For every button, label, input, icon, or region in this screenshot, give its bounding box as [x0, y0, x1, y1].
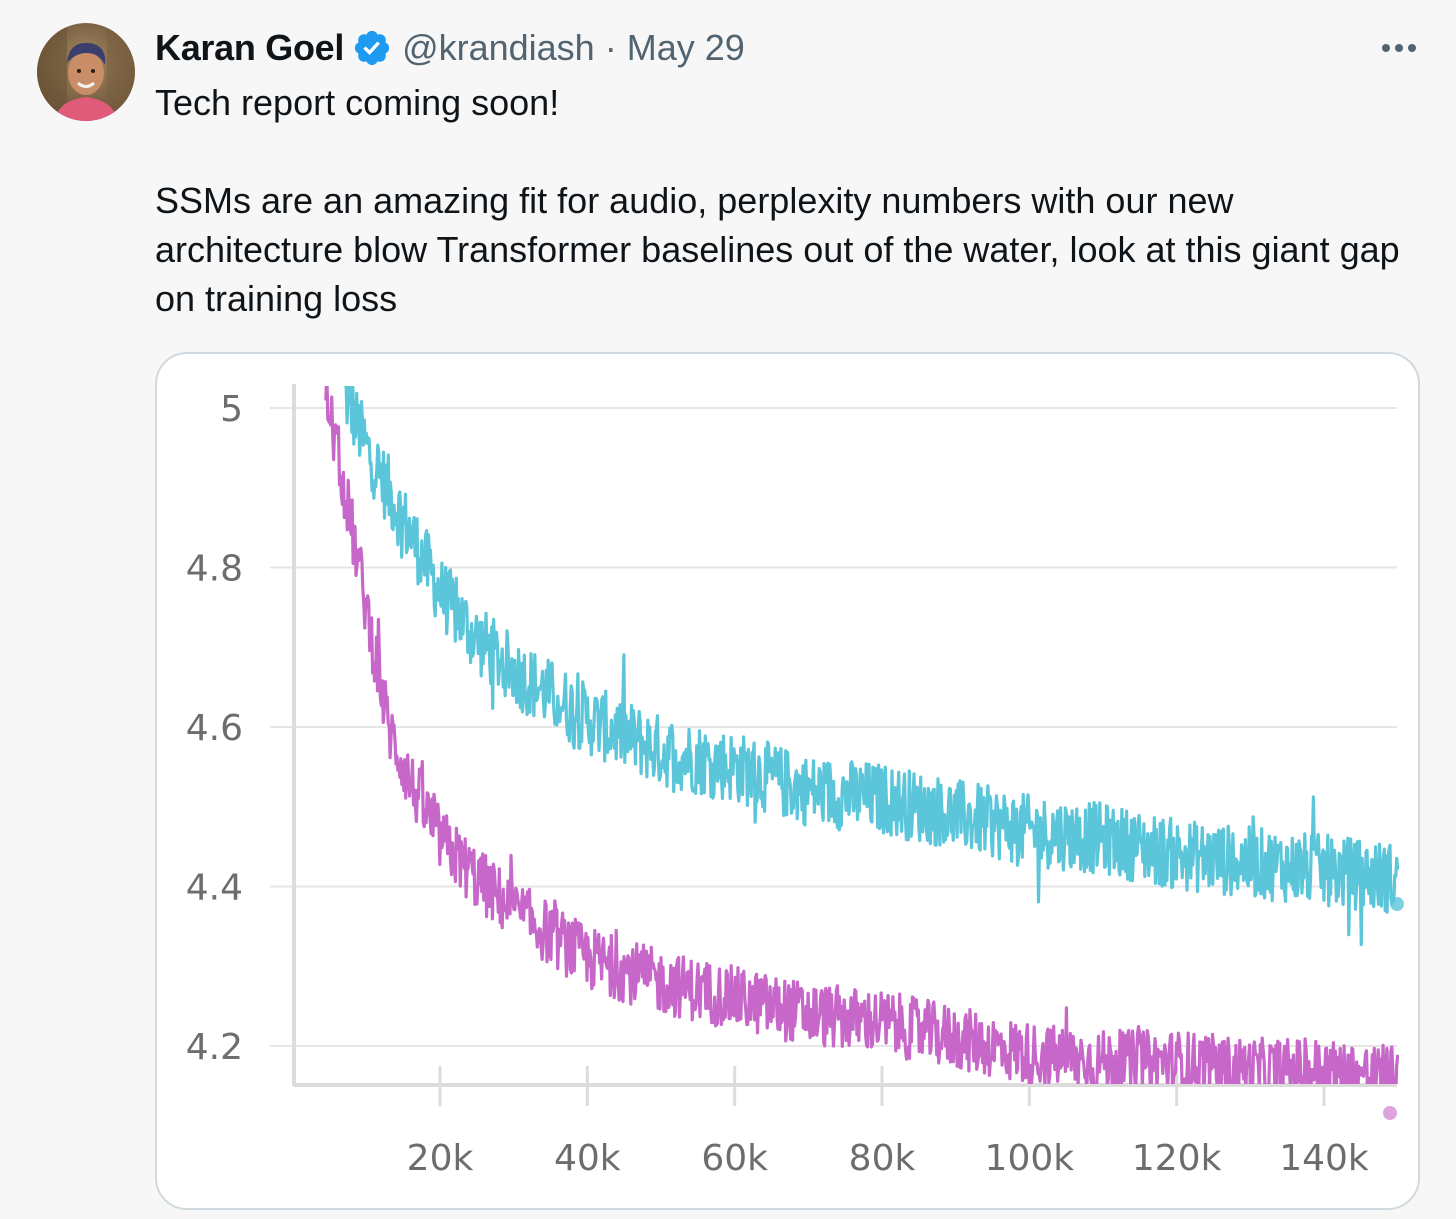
series-end-marker-1: [1390, 897, 1404, 911]
y-tick-label: 4.2: [186, 1027, 243, 1068]
training-loss-chart: 5 4.8 4.6 4.4 4.2 20k 40k 60k 80k 100k 120k 140k: [186, 384, 1404, 1179]
media-attachment[interactable]: 5 4.8 4.6 4.4 4.2 20k 40k 60k 80k 100k 120k 140k: [155, 352, 1420, 1210]
x-tick-label: 120k: [1132, 1138, 1222, 1179]
tweet-text-line-1: Tech report coming soon!: [155, 82, 560, 123]
tweet-text: Tech report coming soon! SSMs are an ama…: [155, 78, 1425, 323]
x-tick-label: 40k: [554, 1138, 621, 1179]
more-options-icon[interactable]: [1378, 34, 1420, 62]
separator-dot: ·: [604, 27, 617, 68]
series-line-2: [324, 386, 1399, 1084]
author-handle[interactable]: @krandiash: [402, 27, 595, 68]
y-tick-label: 5: [220, 389, 243, 430]
tweet-text-line-2: SSMs are an amazing fit for audio, perpl…: [155, 180, 1400, 319]
verified-badge-icon[interactable]: [352, 28, 392, 68]
y-tick-label: 4.4: [186, 868, 243, 909]
y-tick-label: 4.6: [186, 708, 243, 749]
x-tick-label: 80k: [849, 1138, 916, 1179]
author-name[interactable]: Karan Goel: [155, 27, 345, 68]
tweet-date[interactable]: May 29: [626, 27, 745, 68]
profile-photo: [37, 23, 135, 121]
x-tick-label: 100k: [985, 1138, 1075, 1179]
y-tick-label: 4.8: [186, 549, 243, 590]
series-line-1: [343, 386, 1399, 947]
x-tick-label: 140k: [1279, 1138, 1369, 1179]
x-tick-label: 20k: [407, 1138, 474, 1179]
tweet-header: Karan Goel @krandiash · May 29: [155, 24, 745, 72]
author-avatar[interactable]: [37, 23, 135, 121]
x-tick-label: 60k: [701, 1138, 768, 1179]
series-end-marker-2: [1383, 1106, 1397, 1120]
